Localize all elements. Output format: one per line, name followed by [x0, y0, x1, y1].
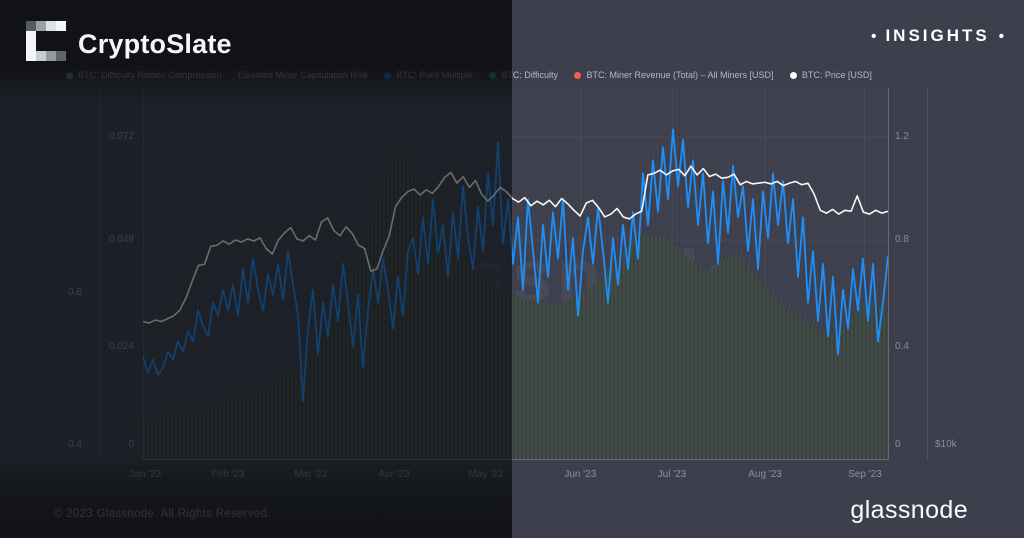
plot-content — [143, 88, 888, 460]
x-axis-tick: Apr '23 — [378, 469, 410, 480]
x-axis-tick: May '23 — [468, 469, 504, 480]
logo-pixel — [26, 51, 36, 61]
y-axis-tick: 0 — [895, 439, 901, 451]
y-axis-tick: 0.4 — [68, 439, 82, 451]
y-axis-tick: 0.8 — [895, 234, 909, 246]
legend-label: BTC: Difficulty Ribbon Compression — [78, 70, 222, 80]
legend-dot-icon — [789, 71, 797, 79]
logo-pixel — [56, 51, 66, 61]
x-axis-tick: Sep '23 — [848, 469, 882, 480]
legend-label: Elevated Miner Capitulation Risk — [237, 70, 368, 80]
logo-pixel — [26, 21, 36, 31]
bullet-icon: • — [998, 27, 1004, 45]
y-axis-tick: 0.048 — [108, 234, 134, 246]
copyright-text: © 2023 Glassnode. All Rights Reserved. — [54, 508, 271, 520]
glassnode-brand: glassnode — [850, 496, 968, 524]
outer-right-axis-line — [927, 88, 928, 460]
logo-pixel — [46, 31, 56, 41]
logo-pixel — [46, 21, 56, 31]
legend-item[interactable]: BTC: Difficulty Ribbon Compression — [66, 70, 221, 80]
y-axis-tick: 0.024 — [108, 340, 134, 352]
x-axis-tick: Jul '23 — [657, 469, 687, 480]
logo-pixel — [36, 31, 46, 41]
legend-item[interactable]: BTC: Price [USD] — [789, 70, 872, 80]
logo-pixel — [46, 51, 56, 61]
logo-pixel — [56, 41, 66, 51]
legend-label: BTC: Puell Multiple — [396, 70, 473, 80]
logo-pixel — [56, 21, 66, 31]
y-axis-tick: 0.072 — [108, 131, 134, 143]
legend-item[interactable]: BTC: Puell Multiple — [384, 70, 473, 80]
legend-item[interactable]: Elevated Miner Capitulation Risk — [238, 70, 368, 80]
legend-dot-icon — [66, 71, 73, 79]
logo-pixel — [56, 31, 66, 41]
cryptoslate-logo-icon — [26, 21, 66, 61]
logo-pixel — [36, 51, 46, 61]
legend-label: BTC: Price [USD] — [801, 70, 872, 80]
right-axis-line — [888, 88, 889, 460]
x-axis-tick: Jun '23 — [564, 469, 597, 480]
x-axis-tick: Mar '23 — [294, 469, 328, 480]
legend-item[interactable]: BTC: Difficulty — [489, 70, 558, 80]
x-axis-tick: Aug '23 — [748, 469, 782, 480]
logo-pixel — [36, 41, 46, 51]
y-axis-tick: 1.2 — [895, 131, 909, 143]
legend-label: BTC: Miner Revenue (Total) – All Miners … — [586, 70, 774, 80]
outer-left-axis-line — [100, 88, 101, 460]
x-axis-tick: Jan '23 — [129, 469, 162, 480]
logo-pixel — [26, 31, 36, 41]
x-axis-tick: Feb '23 — [211, 469, 245, 480]
legend-label: BTC: Difficulty — [501, 70, 559, 80]
logo-pixel — [26, 41, 36, 51]
y-axis-tick: 0.4 — [895, 340, 909, 352]
page-title: CryptoSlate — [78, 29, 232, 59]
chart-legend: BTC: Difficulty Ribbon Compression Elevat… — [66, 70, 872, 80]
logo-pixel — [46, 41, 56, 51]
plot-svg — [143, 88, 888, 460]
y-axis-tick: $10k — [935, 439, 957, 451]
insights-label: INSIGHTS — [885, 26, 990, 45]
insights-banner: • INSIGHTS • — [871, 26, 1004, 46]
bullet-icon: • — [871, 27, 877, 45]
legend-dot-icon — [574, 71, 582, 79]
y-axis-tick: 0.8 — [68, 286, 82, 298]
legend-dot-icon — [384, 71, 392, 79]
legend-dot-icon — [489, 71, 497, 79]
y-axis-tick: 0 — [128, 439, 134, 451]
legend-item[interactable]: BTC: Miner Revenue (Total) – All Miners … — [574, 70, 774, 80]
logo-pixel — [36, 21, 46, 31]
left-axis-line — [143, 88, 144, 460]
